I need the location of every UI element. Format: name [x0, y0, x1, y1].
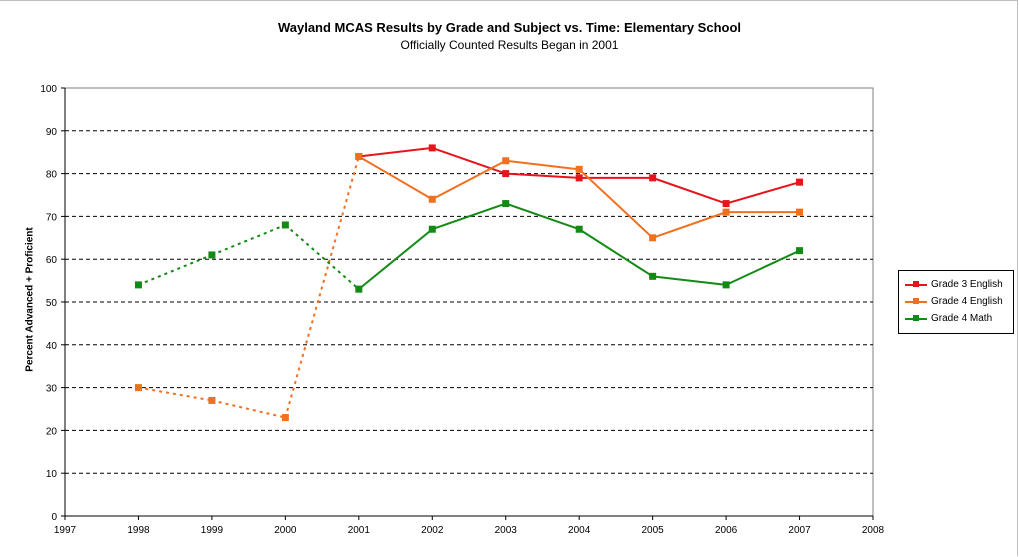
x-tick-label: 2007 — [788, 525, 811, 536]
x-tick-label: 2008 — [862, 525, 885, 536]
series-line-segment — [431, 159, 507, 201]
series-line-segment — [652, 211, 727, 239]
series-line-segment — [652, 275, 727, 286]
x-tick-label: 2002 — [421, 525, 444, 536]
x-tick-label: 2004 — [568, 525, 591, 536]
series-line-segment — [505, 172, 580, 179]
y-tick-label: 0 — [51, 512, 57, 523]
data-point — [722, 281, 730, 289]
data-point — [796, 208, 804, 216]
data-point — [796, 178, 804, 186]
series-line-segment — [284, 156, 360, 418]
y-tick-label: 80 — [46, 170, 58, 181]
data-point — [575, 225, 583, 233]
series-line-segment — [211, 399, 286, 419]
series-line-segment — [505, 159, 580, 171]
y-tick-label: 20 — [46, 426, 58, 437]
series-line-segment — [725, 181, 800, 205]
data-point — [134, 281, 142, 289]
series-line-segment — [358, 146, 433, 158]
data-point — [649, 234, 657, 242]
x-tick-label: 1997 — [54, 525, 77, 536]
y-tick-label: 10 — [46, 469, 58, 480]
legend: Grade 3 English Grade 4 English Grade 4 Ma… — [898, 270, 1014, 334]
x-tick-label: 2003 — [495, 525, 518, 536]
data-point — [208, 251, 216, 259]
series-line-segment — [284, 224, 360, 290]
x-tick-label: 2005 — [642, 525, 665, 536]
data-point — [428, 195, 436, 203]
chart-title: Wayland MCAS Results by Grade and Subjec… — [277, 20, 742, 35]
series-line-segment — [431, 146, 507, 175]
data-point — [428, 225, 436, 233]
y-tick-label: 90 — [46, 127, 58, 138]
data-point — [355, 152, 363, 160]
y-tick-label: 60 — [46, 255, 58, 266]
series-line-segment — [358, 228, 433, 290]
series-line-segment — [578, 168, 654, 239]
chart-subtitle: Officially Counted Results Began in 2001 — [400, 38, 619, 52]
series-line-segment — [578, 228, 654, 278]
y-tick-label: 50 — [46, 298, 58, 309]
data-point — [281, 414, 289, 422]
legend-label: Grade 4 Math — [931, 313, 993, 324]
data-point — [134, 384, 142, 392]
x-tick-label: 2000 — [274, 525, 297, 536]
data-point — [281, 221, 289, 229]
data-point — [502, 157, 510, 165]
data-point — [722, 200, 730, 208]
data-point — [722, 208, 730, 216]
data-point — [355, 285, 363, 293]
data-point — [575, 165, 583, 173]
series-line-segment — [505, 202, 580, 231]
x-tick-label: 2006 — [715, 525, 738, 536]
data-point — [502, 200, 510, 208]
y-tick-label: 100 — [40, 84, 57, 95]
data-point — [575, 174, 583, 182]
series-line-segment — [725, 249, 800, 286]
series-line-segment — [431, 202, 507, 231]
x-tick-label: 2001 — [348, 525, 371, 536]
x-tick-label: 1999 — [201, 525, 224, 536]
series-line-segment — [358, 155, 433, 201]
legend-swatch — [905, 281, 927, 287]
data-point — [502, 170, 510, 178]
data-point — [649, 272, 657, 280]
y-tick-label: 70 — [46, 212, 58, 223]
y-tick-label: 40 — [46, 341, 58, 352]
data-point — [649, 174, 657, 182]
data-point — [208, 396, 216, 404]
legend-label: Grade 3 English — [931, 279, 1003, 290]
series-line-segment — [138, 386, 213, 402]
data-point — [428, 144, 436, 152]
legend-swatch — [905, 298, 927, 304]
x-tick-label: 1998 — [127, 525, 150, 536]
series-line-segment — [652, 176, 727, 205]
legend-swatch — [905, 315, 927, 321]
y-tick-label: 30 — [46, 384, 58, 395]
data-point — [796, 247, 804, 255]
legend-label: Grade 4 English — [931, 296, 1003, 307]
